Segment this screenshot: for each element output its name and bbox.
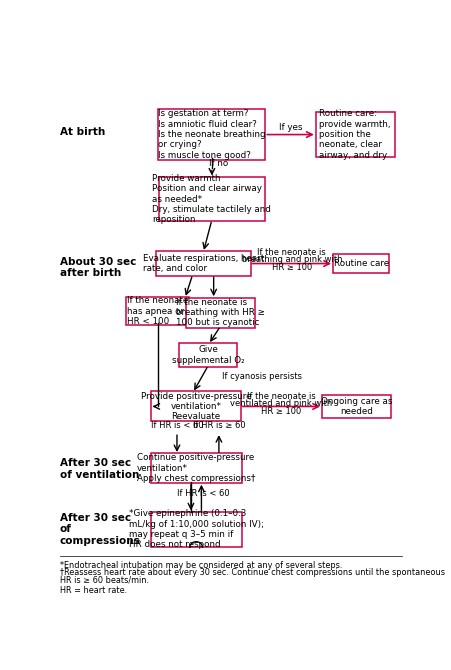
Text: If yes: If yes — [279, 123, 302, 133]
Text: Continue positive-pressure
ventilation*
Apply chest compressions†: Continue positive-pressure ventilation* … — [137, 454, 255, 483]
Text: Routine care: Routine care — [334, 259, 389, 268]
FancyBboxPatch shape — [152, 391, 241, 421]
Text: About 30 sec
after birth: About 30 sec after birth — [60, 257, 136, 279]
Text: If the neonate is: If the neonate is — [247, 392, 316, 401]
Text: HR ≥ 100: HR ≥ 100 — [261, 407, 302, 416]
Text: Give
supplemental O₂: Give supplemental O₂ — [172, 345, 245, 364]
Text: *Endotracheal intubation may be considered at any of several steps.: *Endotracheal intubation may be consider… — [60, 561, 342, 570]
FancyBboxPatch shape — [316, 113, 395, 157]
FancyBboxPatch shape — [186, 297, 255, 328]
FancyBboxPatch shape — [151, 512, 242, 547]
Text: Provide warmth
Position and clear airway
as needed*
Dry, stimulate tactilely and: Provide warmth Position and clear airway… — [152, 174, 272, 224]
Text: Routine care:
provide warmth,
position the
neonate, clear
airway, and dry: Routine care: provide warmth, position t… — [319, 109, 391, 160]
Text: ventilated and pink with: ventilated and pink with — [230, 399, 332, 408]
Text: *Give epinephrine (0.1–0.3
mL/kg of 1:10,000 solution IV);
may repeat q 3–5 min : *Give epinephrine (0.1–0.3 mL/kg of 1:10… — [129, 509, 264, 549]
Text: If the neonate is
breathing with HR ≥
100 but is cyanotic: If the neonate is breathing with HR ≥ 10… — [176, 297, 265, 328]
Text: If the neonate
has apnea or
HR < 100: If the neonate has apnea or HR < 100 — [127, 296, 189, 326]
Text: After 30 sec
of ventilation: After 30 sec of ventilation — [60, 458, 139, 480]
Text: Ongoing care as
needed: Ongoing care as needed — [321, 397, 392, 416]
FancyBboxPatch shape — [158, 109, 265, 160]
Text: Is gestation at term?
Is amniotic fluid clear?
Is the neonate breathing
or cryin: Is gestation at term? Is amniotic fluid … — [158, 109, 266, 160]
FancyBboxPatch shape — [179, 343, 237, 366]
FancyBboxPatch shape — [126, 297, 189, 325]
Text: Evaluate respirations, heart
rate, and color: Evaluate respirations, heart rate, and c… — [143, 254, 264, 273]
Text: At birth: At birth — [60, 127, 105, 137]
Text: HR is ≥ 60 beats/min.: HR is ≥ 60 beats/min. — [60, 576, 149, 585]
Text: HR = heart rate.: HR = heart rate. — [60, 586, 127, 595]
FancyBboxPatch shape — [322, 395, 391, 418]
Text: Provide positive-pressure
ventilation*
Reevaluate: Provide positive-pressure ventilation* R… — [141, 391, 252, 421]
FancyBboxPatch shape — [333, 254, 389, 273]
Text: HR ≥ 100: HR ≥ 100 — [272, 263, 312, 272]
Text: If cyanosis persists: If cyanosis persists — [222, 372, 303, 381]
Text: If no: If no — [208, 159, 228, 168]
Text: After 30 sec
of
compressions: After 30 sec of compressions — [60, 513, 141, 546]
Text: breathing and pink with: breathing and pink with — [242, 255, 342, 264]
Text: If the neonate is: If the neonate is — [258, 248, 326, 257]
Text: If HR is < 60: If HR is < 60 — [177, 489, 230, 498]
FancyBboxPatch shape — [156, 251, 251, 276]
Text: If HR is < 60: If HR is < 60 — [151, 421, 203, 429]
FancyBboxPatch shape — [151, 454, 242, 483]
Text: †Reassess heart rate about every 30 sec. Continue chest compressions until the s: †Reassess heart rate about every 30 sec.… — [60, 568, 445, 578]
Text: If HR is ≥ 60: If HR is ≥ 60 — [193, 421, 245, 429]
FancyBboxPatch shape — [159, 177, 265, 221]
